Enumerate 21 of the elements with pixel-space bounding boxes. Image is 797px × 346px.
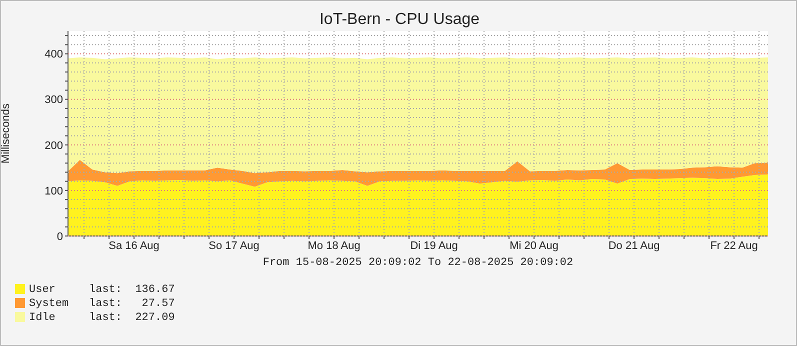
y-tick-label: 200	[44, 140, 63, 152]
y-tick-label: 100	[44, 185, 63, 198]
x-tick-label: Fr 22 Aug	[710, 240, 758, 252]
x-tick-label: Mo 18 Aug	[308, 240, 360, 252]
text: last: 136.67	[89, 284, 175, 296]
text: last: 27.57	[89, 298, 175, 310]
x-tick-label: So 17 Aug	[208, 240, 260, 252]
legend-label: System	[29, 297, 70, 311]
legend-label: Idle	[29, 311, 56, 325]
legend-label: User	[29, 283, 56, 297]
y-axis-title: Milliseconds	[0, 103, 12, 164]
x-tick-label: Sa 16 Aug	[108, 240, 160, 252]
chart-title: IoT-Bern - CPU Usage	[318, 11, 481, 29]
x-tick-label: Mi 20 Aug	[510, 240, 559, 252]
x-tick-label: Di 19 Aug	[410, 240, 458, 252]
x-tick-label: Do 21 Aug	[608, 240, 660, 252]
y-tick-label: 300	[44, 94, 63, 106]
y-tick-label: 0	[56, 230, 63, 243]
text: From 15-08-2025 20:09:02 To 22-08-2025 20:09:02	[262, 257, 574, 269]
y-tick-label: 400	[44, 48, 63, 61]
text: last: 227.09	[89, 312, 175, 324]
